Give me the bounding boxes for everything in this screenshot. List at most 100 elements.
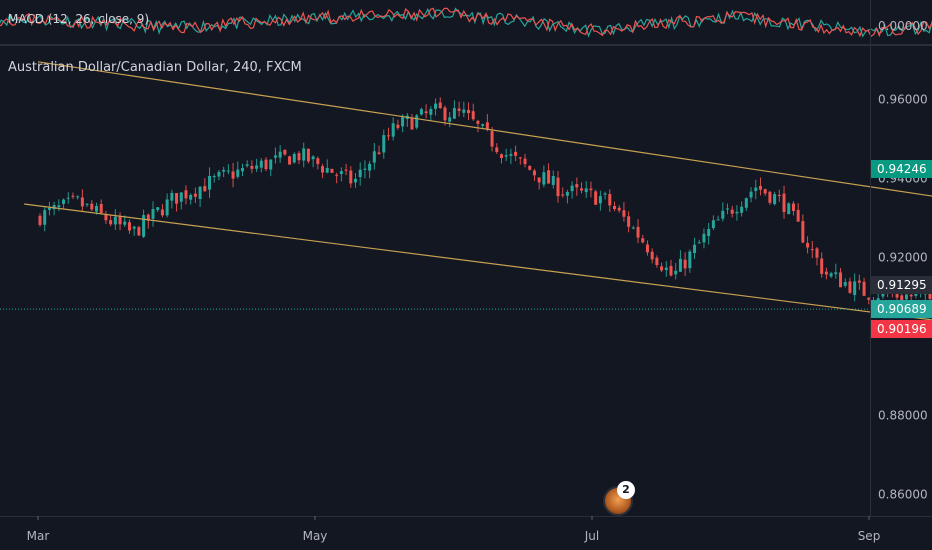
candle-body bbox=[71, 195, 75, 197]
x-axis[interactable]: MarMayJulSepNov2020Ma bbox=[27, 516, 932, 543]
candle-body bbox=[259, 160, 263, 168]
candle-body bbox=[344, 169, 348, 171]
candle-body bbox=[419, 109, 423, 115]
candle-body bbox=[518, 157, 522, 159]
candle-body bbox=[38, 215, 42, 225]
candle-body bbox=[156, 207, 160, 211]
candle-body bbox=[292, 153, 296, 163]
candle-body bbox=[189, 194, 193, 200]
candle-body bbox=[90, 203, 94, 210]
candle-body bbox=[853, 281, 857, 296]
y-axis[interactable]: 0.960000.940000.920000.880000.860000.000… bbox=[878, 19, 928, 501]
candle-body bbox=[481, 124, 485, 126]
candle-body bbox=[740, 206, 744, 213]
candle-body bbox=[603, 193, 607, 195]
candle-body bbox=[339, 171, 343, 174]
candle-body bbox=[674, 270, 678, 275]
candle-body bbox=[132, 226, 136, 229]
y-tick-label: 0.96000 bbox=[878, 92, 928, 106]
candle-body bbox=[636, 226, 640, 238]
candle-body bbox=[707, 228, 711, 237]
candle-body bbox=[386, 135, 390, 137]
candle-body bbox=[542, 172, 546, 185]
upper-trendline bbox=[37, 61, 932, 197]
x-tick-label: Sep bbox=[858, 529, 881, 543]
candle-body bbox=[273, 155, 277, 158]
candle-body bbox=[457, 108, 461, 111]
candle-body bbox=[754, 187, 758, 192]
candle-body bbox=[467, 109, 471, 114]
candle-body bbox=[330, 168, 334, 173]
candle-body bbox=[575, 184, 579, 188]
candle-body bbox=[146, 214, 150, 221]
y-tick-label: 0.86000 bbox=[878, 487, 928, 501]
x-tick-label: Mar bbox=[27, 529, 50, 543]
candle-body bbox=[217, 171, 221, 177]
candle-body bbox=[226, 170, 230, 172]
candle-body bbox=[509, 154, 513, 156]
candle-body bbox=[485, 122, 489, 129]
symbol-title: Australian Dollar/Canadian Dollar, 240, … bbox=[8, 60, 302, 75]
candle-body bbox=[372, 151, 376, 163]
candle-body bbox=[198, 186, 202, 199]
candle-body bbox=[99, 203, 103, 213]
candle-body bbox=[382, 135, 386, 153]
candle-body bbox=[283, 149, 287, 155]
candle-body bbox=[504, 155, 508, 157]
candle-body bbox=[212, 176, 216, 178]
candle-body bbox=[95, 205, 99, 212]
x-tick-label: Jul bbox=[584, 529, 599, 543]
candle-body bbox=[165, 199, 169, 216]
candle-body bbox=[354, 178, 358, 183]
candle-body bbox=[523, 158, 527, 165]
candle-body bbox=[184, 190, 188, 199]
candle-body bbox=[424, 111, 428, 114]
candle-body bbox=[297, 153, 301, 161]
candle-body bbox=[269, 159, 273, 170]
candle-body bbox=[57, 205, 61, 208]
candle-body bbox=[316, 158, 320, 165]
candle-body bbox=[726, 208, 730, 210]
price-tag: 0.90196 bbox=[871, 319, 932, 338]
candle-body bbox=[179, 192, 183, 202]
candle-body bbox=[768, 191, 772, 203]
candle-body bbox=[622, 210, 626, 217]
candle-body bbox=[85, 203, 89, 205]
candle-body bbox=[627, 216, 631, 227]
candle-body bbox=[556, 177, 560, 197]
candle-body bbox=[664, 267, 668, 271]
candle-body bbox=[76, 196, 80, 198]
candle-body bbox=[763, 189, 767, 194]
candle-body bbox=[862, 281, 866, 296]
candle-body bbox=[612, 205, 616, 210]
macd-indicator-label[interactable]: MACD (12, 26, close, 9) bbox=[8, 12, 150, 26]
candle-body bbox=[570, 185, 574, 192]
candle-body bbox=[264, 159, 268, 170]
candle-body bbox=[127, 222, 131, 231]
candle-body bbox=[895, 291, 899, 298]
candle-body bbox=[434, 103, 438, 109]
candle-body bbox=[429, 109, 433, 115]
candle-body bbox=[528, 165, 532, 170]
y-tick-label: 0.88000 bbox=[878, 408, 928, 422]
candle-body bbox=[514, 151, 518, 156]
candle-body bbox=[255, 165, 259, 169]
candle-body bbox=[471, 111, 475, 120]
notification-badge[interactable]: 2 bbox=[617, 481, 635, 499]
candle-body bbox=[222, 169, 226, 172]
candle-body bbox=[170, 192, 174, 201]
candle-body bbox=[580, 188, 584, 191]
candle-body bbox=[109, 220, 113, 225]
candle-body bbox=[631, 227, 635, 229]
candle-body bbox=[302, 148, 306, 161]
candle-body bbox=[363, 168, 367, 170]
candle-body bbox=[47, 207, 51, 210]
candle-body bbox=[721, 210, 725, 219]
candle-body bbox=[565, 191, 569, 196]
candle-body bbox=[834, 272, 838, 275]
candle-body bbox=[462, 109, 466, 113]
candle-body bbox=[547, 170, 551, 184]
macd-signal-line bbox=[0, 7, 932, 38]
